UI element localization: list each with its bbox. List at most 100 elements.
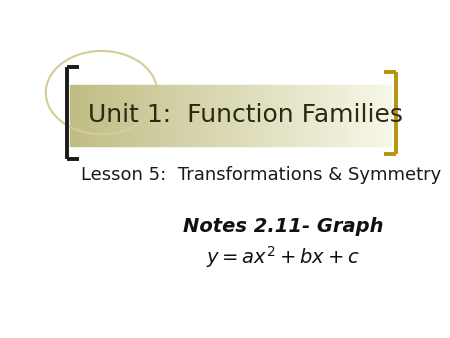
- Bar: [73, 85, 76, 146]
- Bar: [340, 85, 343, 146]
- Bar: [166, 85, 170, 146]
- Bar: [338, 85, 341, 146]
- Bar: [343, 85, 346, 146]
- Bar: [148, 85, 151, 146]
- Bar: [369, 85, 373, 146]
- Bar: [249, 85, 252, 146]
- Bar: [116, 85, 119, 146]
- Bar: [383, 85, 386, 146]
- Bar: [209, 85, 212, 146]
- Bar: [220, 85, 223, 146]
- Bar: [129, 85, 132, 146]
- Bar: [319, 85, 322, 146]
- Bar: [364, 85, 367, 146]
- Bar: [99, 85, 103, 146]
- Bar: [311, 85, 314, 146]
- Bar: [92, 85, 94, 146]
- Bar: [284, 85, 287, 146]
- Bar: [375, 85, 378, 146]
- Bar: [247, 85, 250, 146]
- Bar: [156, 85, 159, 146]
- Bar: [308, 85, 311, 146]
- Bar: [335, 85, 338, 146]
- Bar: [124, 85, 127, 146]
- Bar: [351, 85, 354, 146]
- Bar: [204, 85, 207, 146]
- Bar: [140, 85, 143, 146]
- Bar: [276, 85, 279, 146]
- Bar: [329, 85, 333, 146]
- Bar: [223, 85, 225, 146]
- Bar: [217, 85, 220, 146]
- Bar: [255, 85, 258, 146]
- Bar: [215, 85, 218, 146]
- Bar: [268, 85, 271, 146]
- Bar: [260, 85, 263, 146]
- Bar: [86, 85, 89, 146]
- Bar: [161, 85, 164, 146]
- Bar: [177, 85, 180, 146]
- Bar: [281, 85, 284, 146]
- Bar: [354, 85, 357, 146]
- Bar: [76, 85, 79, 146]
- Bar: [164, 85, 167, 146]
- Bar: [97, 85, 100, 146]
- Bar: [386, 85, 389, 146]
- Bar: [297, 85, 301, 146]
- Bar: [356, 85, 359, 146]
- Text: Notes 2.11- Graph: Notes 2.11- Graph: [183, 217, 383, 236]
- Bar: [238, 85, 242, 146]
- Bar: [108, 85, 111, 146]
- Bar: [228, 85, 231, 146]
- Bar: [135, 85, 137, 146]
- Bar: [367, 85, 370, 146]
- Bar: [348, 85, 351, 146]
- Bar: [118, 85, 122, 146]
- Bar: [190, 85, 194, 146]
- Bar: [158, 85, 162, 146]
- Bar: [113, 85, 116, 146]
- Bar: [132, 85, 135, 146]
- Bar: [225, 85, 228, 146]
- Bar: [94, 85, 97, 146]
- Bar: [121, 85, 124, 146]
- Bar: [327, 85, 330, 146]
- Bar: [84, 85, 86, 146]
- Bar: [378, 85, 381, 146]
- Bar: [295, 85, 298, 146]
- Bar: [89, 85, 92, 146]
- Bar: [332, 85, 335, 146]
- Bar: [110, 85, 113, 146]
- Bar: [198, 85, 202, 146]
- Bar: [230, 85, 234, 146]
- Bar: [289, 85, 292, 146]
- Text: Lesson 5:  Transformations & Symmetry: Lesson 5: Transformations & Symmetry: [81, 166, 441, 184]
- Bar: [362, 85, 364, 146]
- Bar: [388, 85, 392, 146]
- Bar: [359, 85, 362, 146]
- Bar: [241, 85, 244, 146]
- Bar: [322, 85, 324, 146]
- Bar: [175, 85, 177, 146]
- Bar: [180, 85, 183, 146]
- Text: Unit 1:  Function Families: Unit 1: Function Families: [88, 103, 403, 127]
- Bar: [169, 85, 172, 146]
- Bar: [263, 85, 266, 146]
- Bar: [236, 85, 239, 146]
- Bar: [78, 85, 81, 146]
- Bar: [102, 85, 105, 146]
- Bar: [105, 85, 108, 146]
- Bar: [233, 85, 236, 146]
- Bar: [316, 85, 319, 146]
- Bar: [271, 85, 274, 146]
- Bar: [153, 85, 156, 146]
- Bar: [300, 85, 303, 146]
- Bar: [207, 85, 210, 146]
- Bar: [257, 85, 261, 146]
- Bar: [196, 85, 199, 146]
- Bar: [137, 85, 140, 146]
- Bar: [303, 85, 306, 146]
- Bar: [185, 85, 188, 146]
- Bar: [380, 85, 383, 146]
- Bar: [372, 85, 375, 146]
